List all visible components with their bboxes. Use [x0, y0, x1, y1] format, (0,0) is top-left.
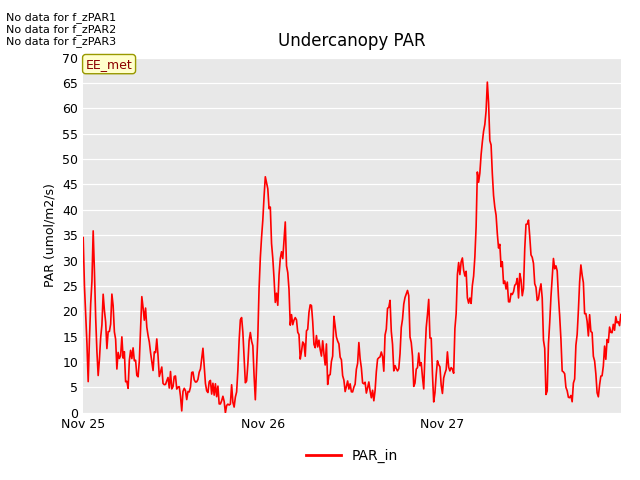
Y-axis label: PAR (umol/m2/s): PAR (umol/m2/s): [44, 183, 57, 287]
Text: EE_met: EE_met: [86, 58, 132, 71]
Title: Undercanopy PAR: Undercanopy PAR: [278, 33, 426, 50]
Text: No data for f_zPAR3: No data for f_zPAR3: [6, 36, 116, 47]
Text: No data for f_zPAR2: No data for f_zPAR2: [6, 24, 116, 35]
Text: No data for f_zPAR1: No data for f_zPAR1: [6, 12, 116, 23]
Legend: PAR_in: PAR_in: [300, 443, 404, 468]
